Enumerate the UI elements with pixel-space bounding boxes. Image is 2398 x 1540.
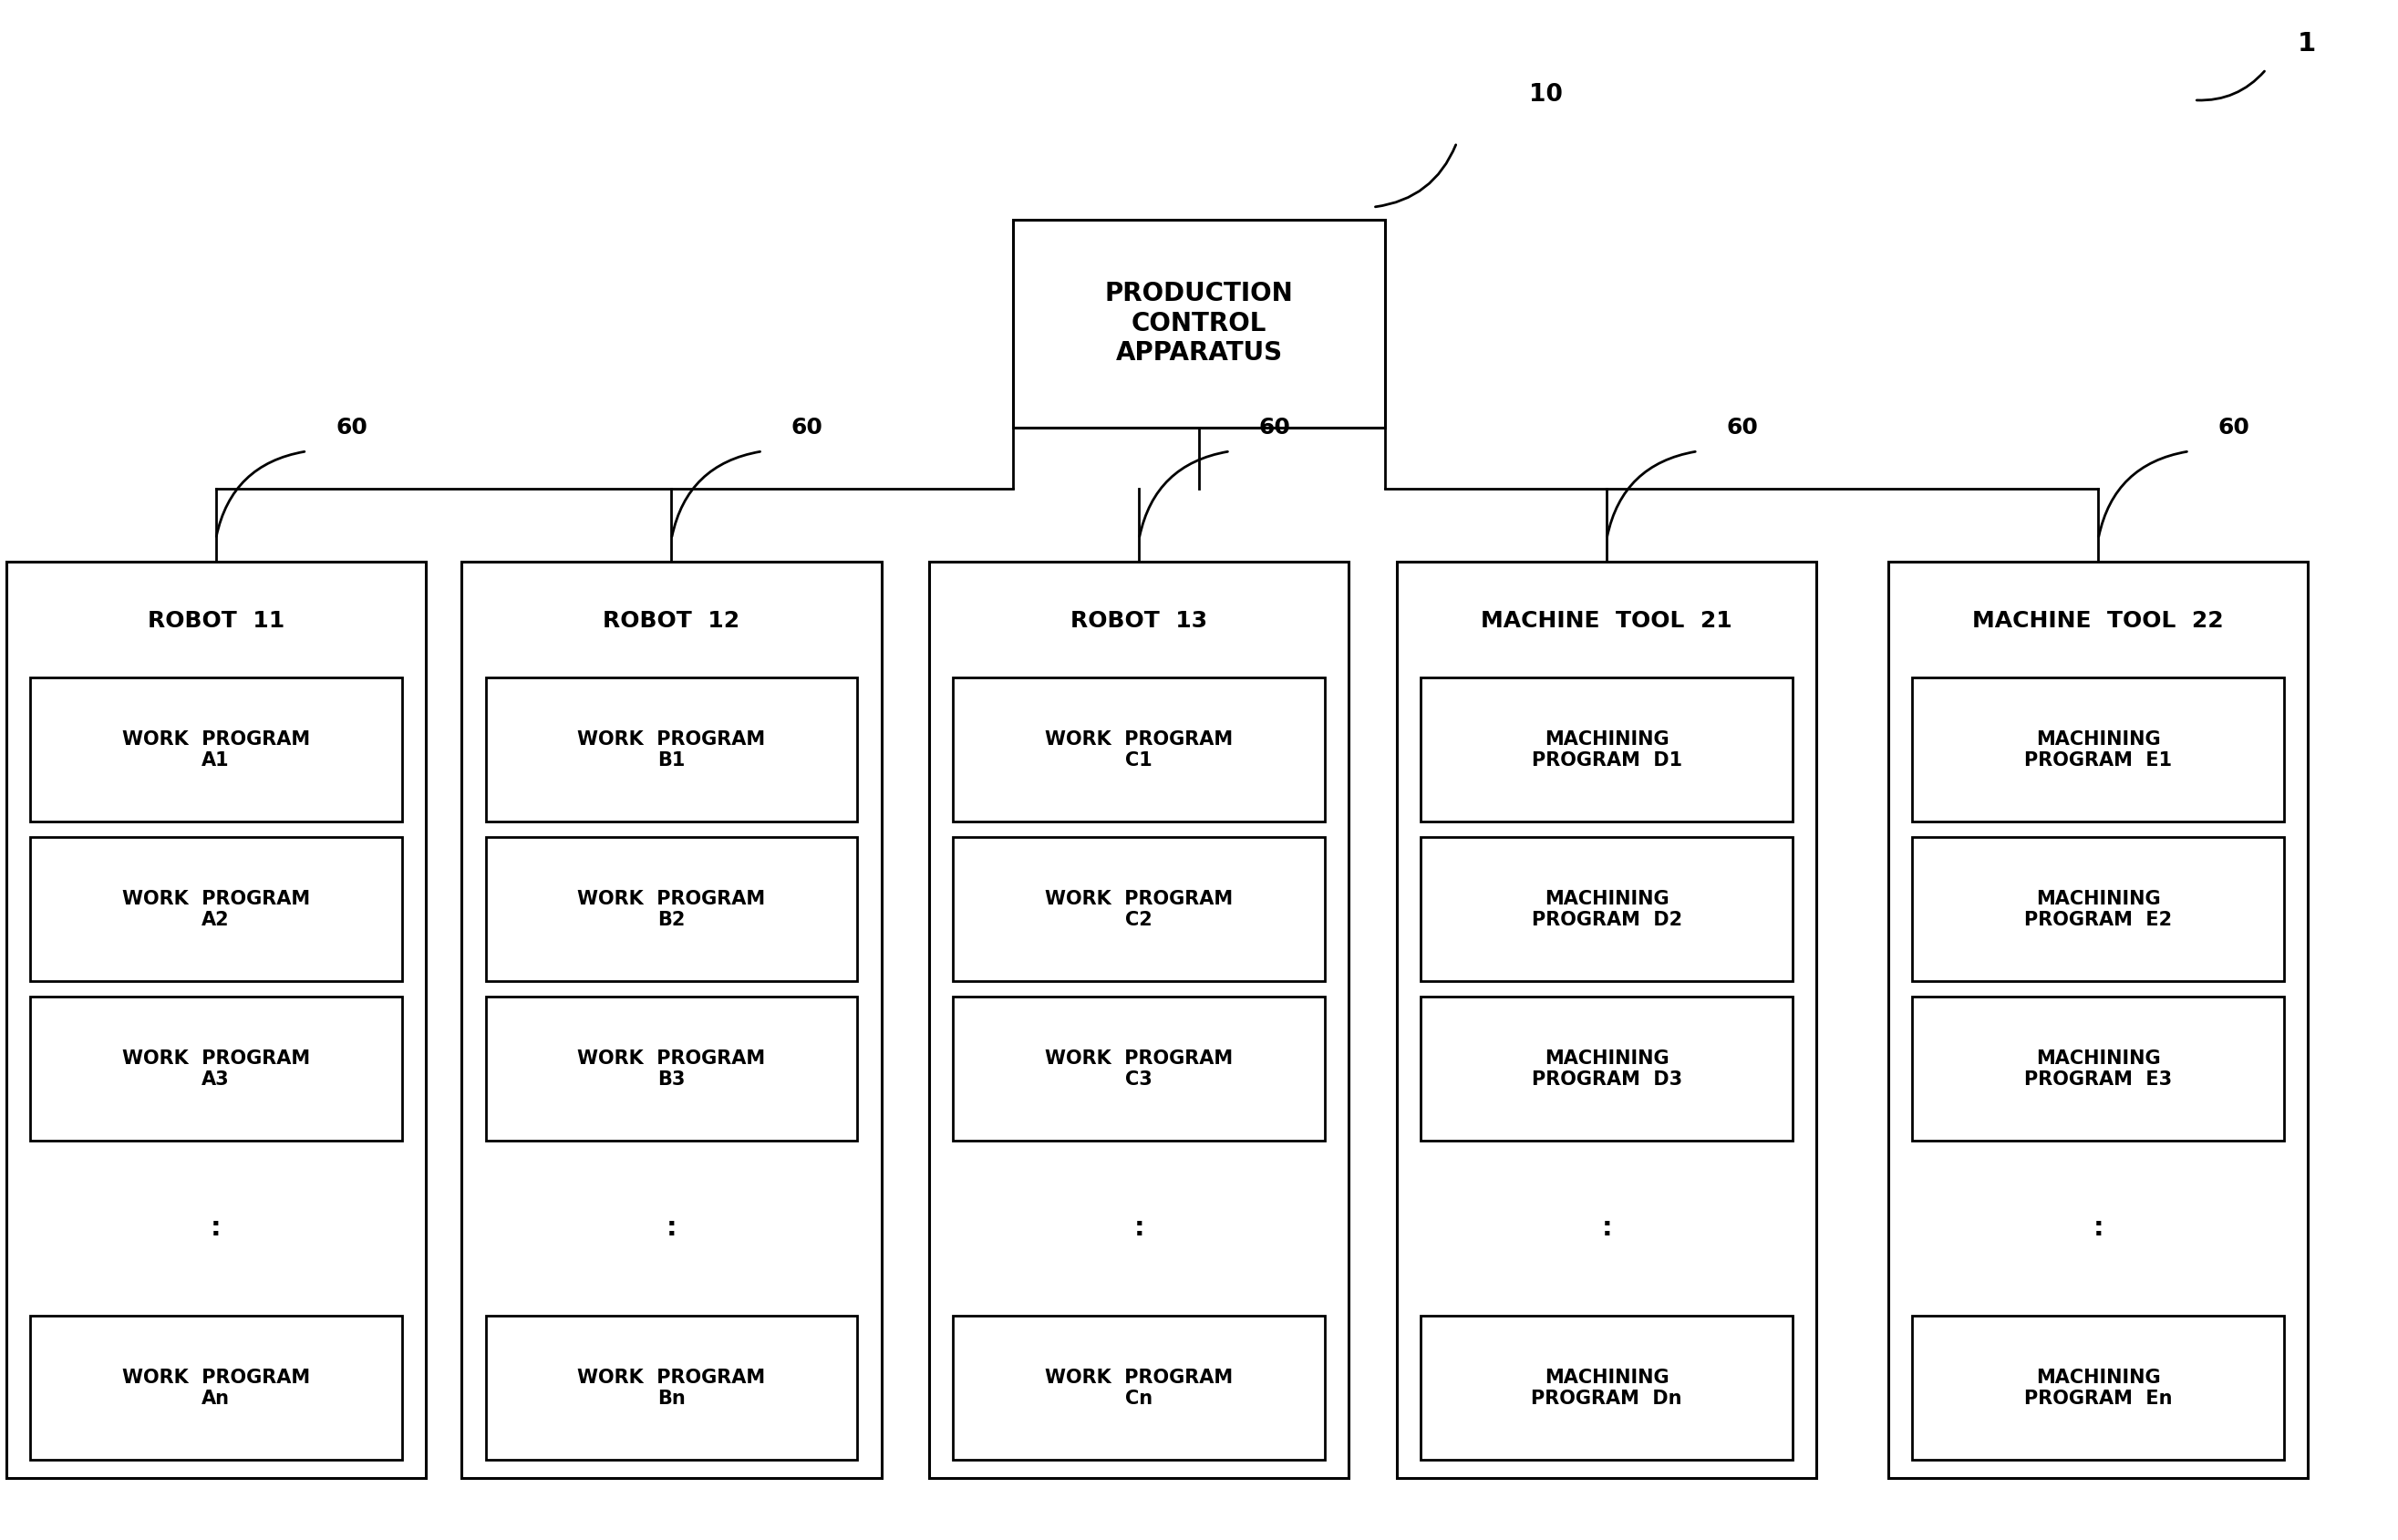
Text: MACHINE  TOOL  21: MACHINE TOOL 21 <box>1482 610 1731 631</box>
Text: 1: 1 <box>2297 31 2316 57</box>
Bar <box>1420 678 1794 822</box>
Text: WORK  PROGRAM
An: WORK PROGRAM An <box>122 1368 309 1408</box>
Text: ROBOT  11: ROBOT 11 <box>146 610 285 631</box>
Bar <box>1914 678 2283 822</box>
Bar <box>1012 219 1386 428</box>
Text: 60: 60 <box>336 417 367 439</box>
Bar <box>952 996 1324 1141</box>
Text: WORK  PROGRAM
A1: WORK PROGRAM A1 <box>122 730 309 770</box>
Text: 60: 60 <box>2218 417 2249 439</box>
Text: MACHINING
PROGRAM  E3: MACHINING PROGRAM E3 <box>2024 1049 2173 1089</box>
Bar <box>484 678 858 822</box>
Text: 10: 10 <box>1530 83 1563 108</box>
Text: MACHINING
PROGRAM  Dn: MACHINING PROGRAM Dn <box>1532 1368 1681 1408</box>
Text: WORK  PROGRAM
C3: WORK PROGRAM C3 <box>1046 1049 1233 1089</box>
Bar <box>463 562 882 1478</box>
Text: ROBOT  12: ROBOT 12 <box>602 610 741 631</box>
Text: WORK  PROGRAM
Bn: WORK PROGRAM Bn <box>578 1368 765 1408</box>
Text: PRODUCTION
CONTROL
APPARATUS: PRODUCTION CONTROL APPARATUS <box>1105 282 1293 365</box>
Text: WORK  PROGRAM
A2: WORK PROGRAM A2 <box>122 890 309 929</box>
Bar <box>1420 1315 1794 1460</box>
Text: WORK  PROGRAM
Cn: WORK PROGRAM Cn <box>1046 1368 1233 1408</box>
Text: 60: 60 <box>1259 417 1290 439</box>
Text: MACHINING
PROGRAM  D2: MACHINING PROGRAM D2 <box>1532 890 1681 929</box>
Text: MACHINING
PROGRAM  E1: MACHINING PROGRAM E1 <box>2024 730 2173 770</box>
Bar <box>952 678 1324 822</box>
Text: :: : <box>2093 1215 2103 1241</box>
Bar <box>928 562 1348 1478</box>
Bar <box>1396 562 1818 1478</box>
Text: :: : <box>667 1215 676 1241</box>
Bar <box>1914 996 2283 1141</box>
Bar <box>29 996 400 1141</box>
Text: MACHINING
PROGRAM  D3: MACHINING PROGRAM D3 <box>1532 1049 1681 1089</box>
Bar <box>29 838 400 981</box>
Bar <box>484 1315 858 1460</box>
Text: MACHINING
PROGRAM  E2: MACHINING PROGRAM E2 <box>2024 890 2173 929</box>
Bar <box>1420 838 1794 981</box>
Bar <box>29 1315 400 1460</box>
Text: :: : <box>211 1215 221 1241</box>
Bar <box>1890 562 2307 1478</box>
Text: WORK  PROGRAM
C2: WORK PROGRAM C2 <box>1046 890 1233 929</box>
Text: WORK  PROGRAM
B2: WORK PROGRAM B2 <box>578 890 765 929</box>
Bar <box>484 838 858 981</box>
Text: WORK  PROGRAM
A3: WORK PROGRAM A3 <box>122 1049 309 1089</box>
Bar <box>952 1315 1324 1460</box>
Bar <box>1914 1315 2283 1460</box>
Bar <box>29 678 400 822</box>
Bar <box>1914 838 2283 981</box>
Text: WORK  PROGRAM
C1: WORK PROGRAM C1 <box>1046 730 1233 770</box>
Text: :: : <box>1602 1215 1611 1241</box>
Bar <box>7 562 424 1478</box>
Text: MACHINING
PROGRAM  D1: MACHINING PROGRAM D1 <box>1532 730 1681 770</box>
Text: MACHINING
PROGRAM  En: MACHINING PROGRAM En <box>2024 1368 2173 1408</box>
Text: WORK  PROGRAM
B3: WORK PROGRAM B3 <box>578 1049 765 1089</box>
Text: 60: 60 <box>1727 417 1758 439</box>
Text: WORK  PROGRAM
B1: WORK PROGRAM B1 <box>578 730 765 770</box>
Bar <box>952 838 1324 981</box>
Text: :: : <box>1134 1215 1144 1241</box>
Text: ROBOT  13: ROBOT 13 <box>1070 610 1209 631</box>
Bar <box>1420 996 1794 1141</box>
Text: 60: 60 <box>791 417 823 439</box>
Text: MACHINE  TOOL  22: MACHINE TOOL 22 <box>1974 610 2223 631</box>
Bar <box>484 996 858 1141</box>
